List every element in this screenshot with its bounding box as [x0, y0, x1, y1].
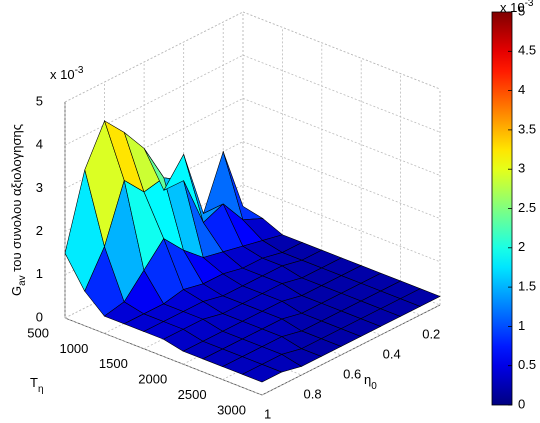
- surface-patch: [399, 288, 441, 307]
- z-tick-label: 0: [36, 309, 43, 324]
- y-label-main: η: [364, 372, 371, 387]
- z-multiplier: x 10-3: [50, 65, 84, 83]
- colorbar-tick-label: 4.5: [518, 43, 536, 58]
- colorbar-tick-label: 5: [518, 3, 525, 18]
- z-tick-label: 2: [36, 223, 43, 238]
- y-tick-label: 0.6: [343, 366, 361, 381]
- z-label-sub: av: [17, 275, 28, 286]
- colorbar-tick-label: 4: [518, 82, 525, 97]
- x-tick-label: 2500: [178, 387, 207, 402]
- z-grid-line: [242, 98, 441, 176]
- y-tick-label: 0.2: [422, 326, 440, 341]
- x-label-sub: η: [38, 384, 44, 395]
- colorbar-tick-label: 0: [518, 396, 525, 411]
- y-tick-label: 0.8: [304, 386, 322, 401]
- z-label-rest: του συνολου αξιολογησης: [9, 124, 24, 275]
- x-tick-label: 3000: [217, 402, 246, 417]
- x-axis-label: Tη: [30, 375, 44, 394]
- z-tick-label: 4: [36, 137, 43, 152]
- z-multiplier-exp: -3: [75, 65, 84, 76]
- z-tick-label: 3: [36, 180, 43, 195]
- y-tick-label: 0.4: [383, 346, 401, 361]
- y-tick-label: 1: [264, 406, 271, 421]
- x-tick-label: 1000: [59, 341, 88, 356]
- x-label-main: T: [30, 375, 38, 390]
- colorbar-tick-label: 1: [518, 318, 525, 333]
- cb-multiplier-exp: -3: [525, 0, 534, 9]
- colorbar-tick-label: 3.5: [518, 121, 536, 136]
- y-grid-line: [64, 317, 263, 396]
- colorbar-tick-label: 2.5: [518, 200, 536, 215]
- colorbar-tick-label: 3: [518, 161, 525, 176]
- z-grid-line: [64, 54, 244, 146]
- y-label-sub: 0: [371, 381, 377, 392]
- z-grid-line: [242, 141, 441, 219]
- z-grid-line: [242, 11, 441, 90]
- x-grid-line: [261, 304, 441, 396]
- z-grid-line: [242, 184, 441, 263]
- z-tick-label: 5: [36, 93, 43, 108]
- y-axis-label: η0: [364, 372, 377, 391]
- colorbar-tick-label: 1.5: [518, 279, 536, 294]
- z-axis-label: Gav του συνολου αξιολογησης: [9, 124, 27, 296]
- z-grid-line: [64, 11, 244, 103]
- z-tick-label: 1: [36, 266, 43, 281]
- colorbar-tick-label: 0.5: [518, 357, 536, 372]
- x-tick-label: 1500: [99, 356, 128, 371]
- z-grid-line: [242, 54, 441, 133]
- z-label-main: G: [9, 286, 24, 296]
- x-tick-label: 2000: [138, 372, 167, 387]
- x-tick-label: 500: [27, 325, 49, 340]
- colorbar-tick-label: 2: [518, 239, 525, 254]
- z-multiplier-base: x 10: [50, 67, 75, 82]
